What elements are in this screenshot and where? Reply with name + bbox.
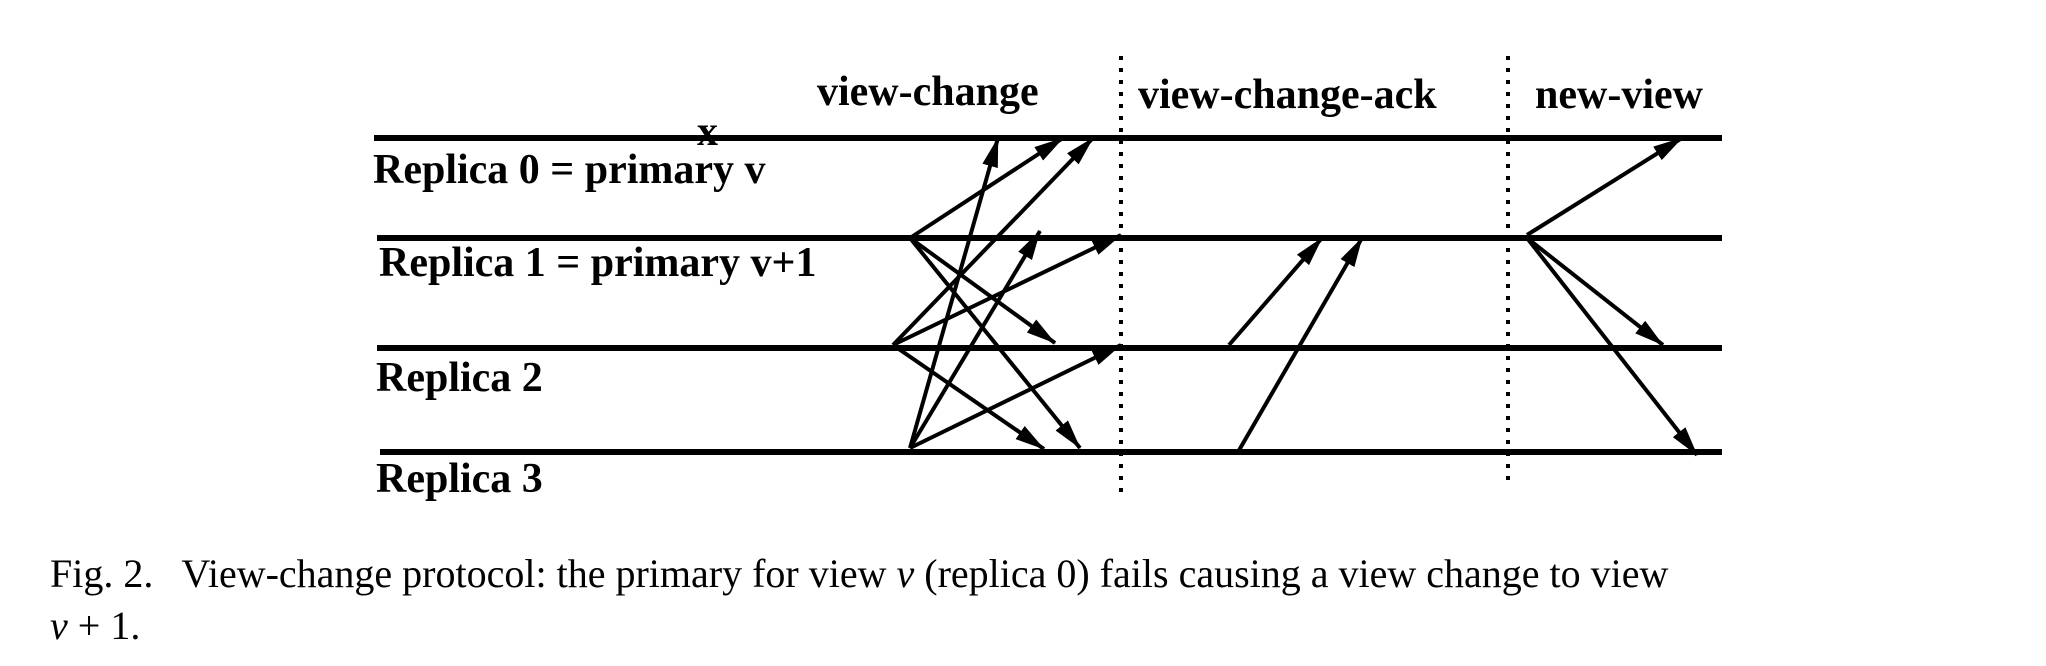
phase-label-view-change-ack: view-change-ack xyxy=(1138,72,1437,118)
view-change-diagram: view-change view-change-ack new-view Rep… xyxy=(373,56,1722,502)
failure-mark: x xyxy=(697,109,718,155)
phase-label-new-view: new-view xyxy=(1535,72,1704,118)
view-change-arrow xyxy=(908,136,1065,240)
view-change-arrow xyxy=(891,343,1046,451)
view-change-arrow xyxy=(892,233,1122,347)
new-view-arrow xyxy=(1525,236,1699,457)
new-view-arrow xyxy=(1525,236,1665,347)
phase-label-view-change: view-change xyxy=(817,69,1039,115)
figure-caption: Fig. 2. View-change protocol: the primary… xyxy=(50,548,2040,652)
caption-text-middle: (replica 0) fails causing a view change … xyxy=(914,551,1669,596)
view-change-arrow xyxy=(909,343,1122,450)
view-change-ack-arrow xyxy=(1227,236,1324,347)
figure-number: Fig. 2. xyxy=(50,551,154,596)
replica-3-label: Replica 3 xyxy=(376,456,543,502)
caption-var-v: v xyxy=(896,551,915,596)
caption-text-end: + 1. xyxy=(67,603,141,648)
caption-var-v-plus: v xyxy=(50,603,68,648)
view-change-arrow xyxy=(908,236,1057,345)
view-change-arrow xyxy=(908,229,1042,450)
replica-1-label: Replica 1 = primary v+1 xyxy=(379,240,816,286)
replica-2-label: Replica 2 xyxy=(376,355,543,401)
view-change-arrow xyxy=(908,137,1000,449)
caption-text-before: View-change protocol: the primary for vi… xyxy=(181,551,897,596)
replica-0-label: Replica 0 = primary v xyxy=(373,147,766,193)
view-change-arrow xyxy=(908,236,1082,450)
view-change-ack-arrow xyxy=(1236,236,1364,454)
new-view-arrow xyxy=(1525,136,1684,237)
view-change-arrow xyxy=(891,136,1095,347)
